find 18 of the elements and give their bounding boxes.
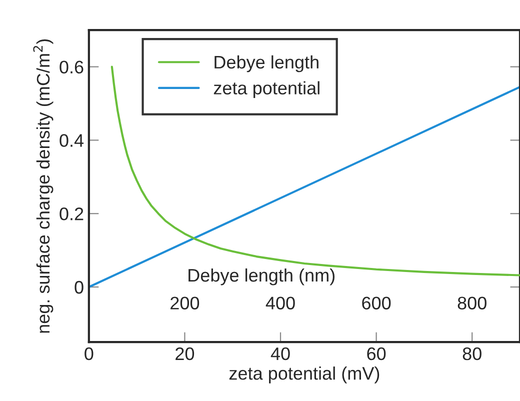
x2-tick-label: 600 — [362, 296, 391, 310]
x2-axis-title: Debye length (nm) — [188, 268, 334, 286]
y-tick-label: 0 — [74, 280, 84, 294]
x2-tick-label: 400 — [266, 296, 295, 310]
x2-tick-label: 200 — [170, 296, 200, 310]
x2-tick-label: 800 — [458, 296, 486, 310]
y-tick-label: 0.6 — [60, 60, 84, 74]
x-tick-label: 20 — [176, 347, 194, 360]
legend-label: zeta potential — [214, 81, 320, 98]
y-tick-label: 0.4 — [60, 134, 84, 147]
x-tick-label: 0 — [84, 347, 94, 360]
y-axis-title: neg. surface charge density (mC/m$^{2}$) — [33, 39, 54, 333]
x-tick-label: 40 — [270, 347, 290, 360]
legend-label: Debye length — [214, 55, 318, 72]
x-tick-label: 60 — [367, 347, 386, 360]
x-axis-title: zeta potential (mV) — [229, 366, 380, 384]
x-tick-label: 80 — [462, 347, 482, 360]
y-tick-label: 0.2 — [60, 208, 84, 220]
